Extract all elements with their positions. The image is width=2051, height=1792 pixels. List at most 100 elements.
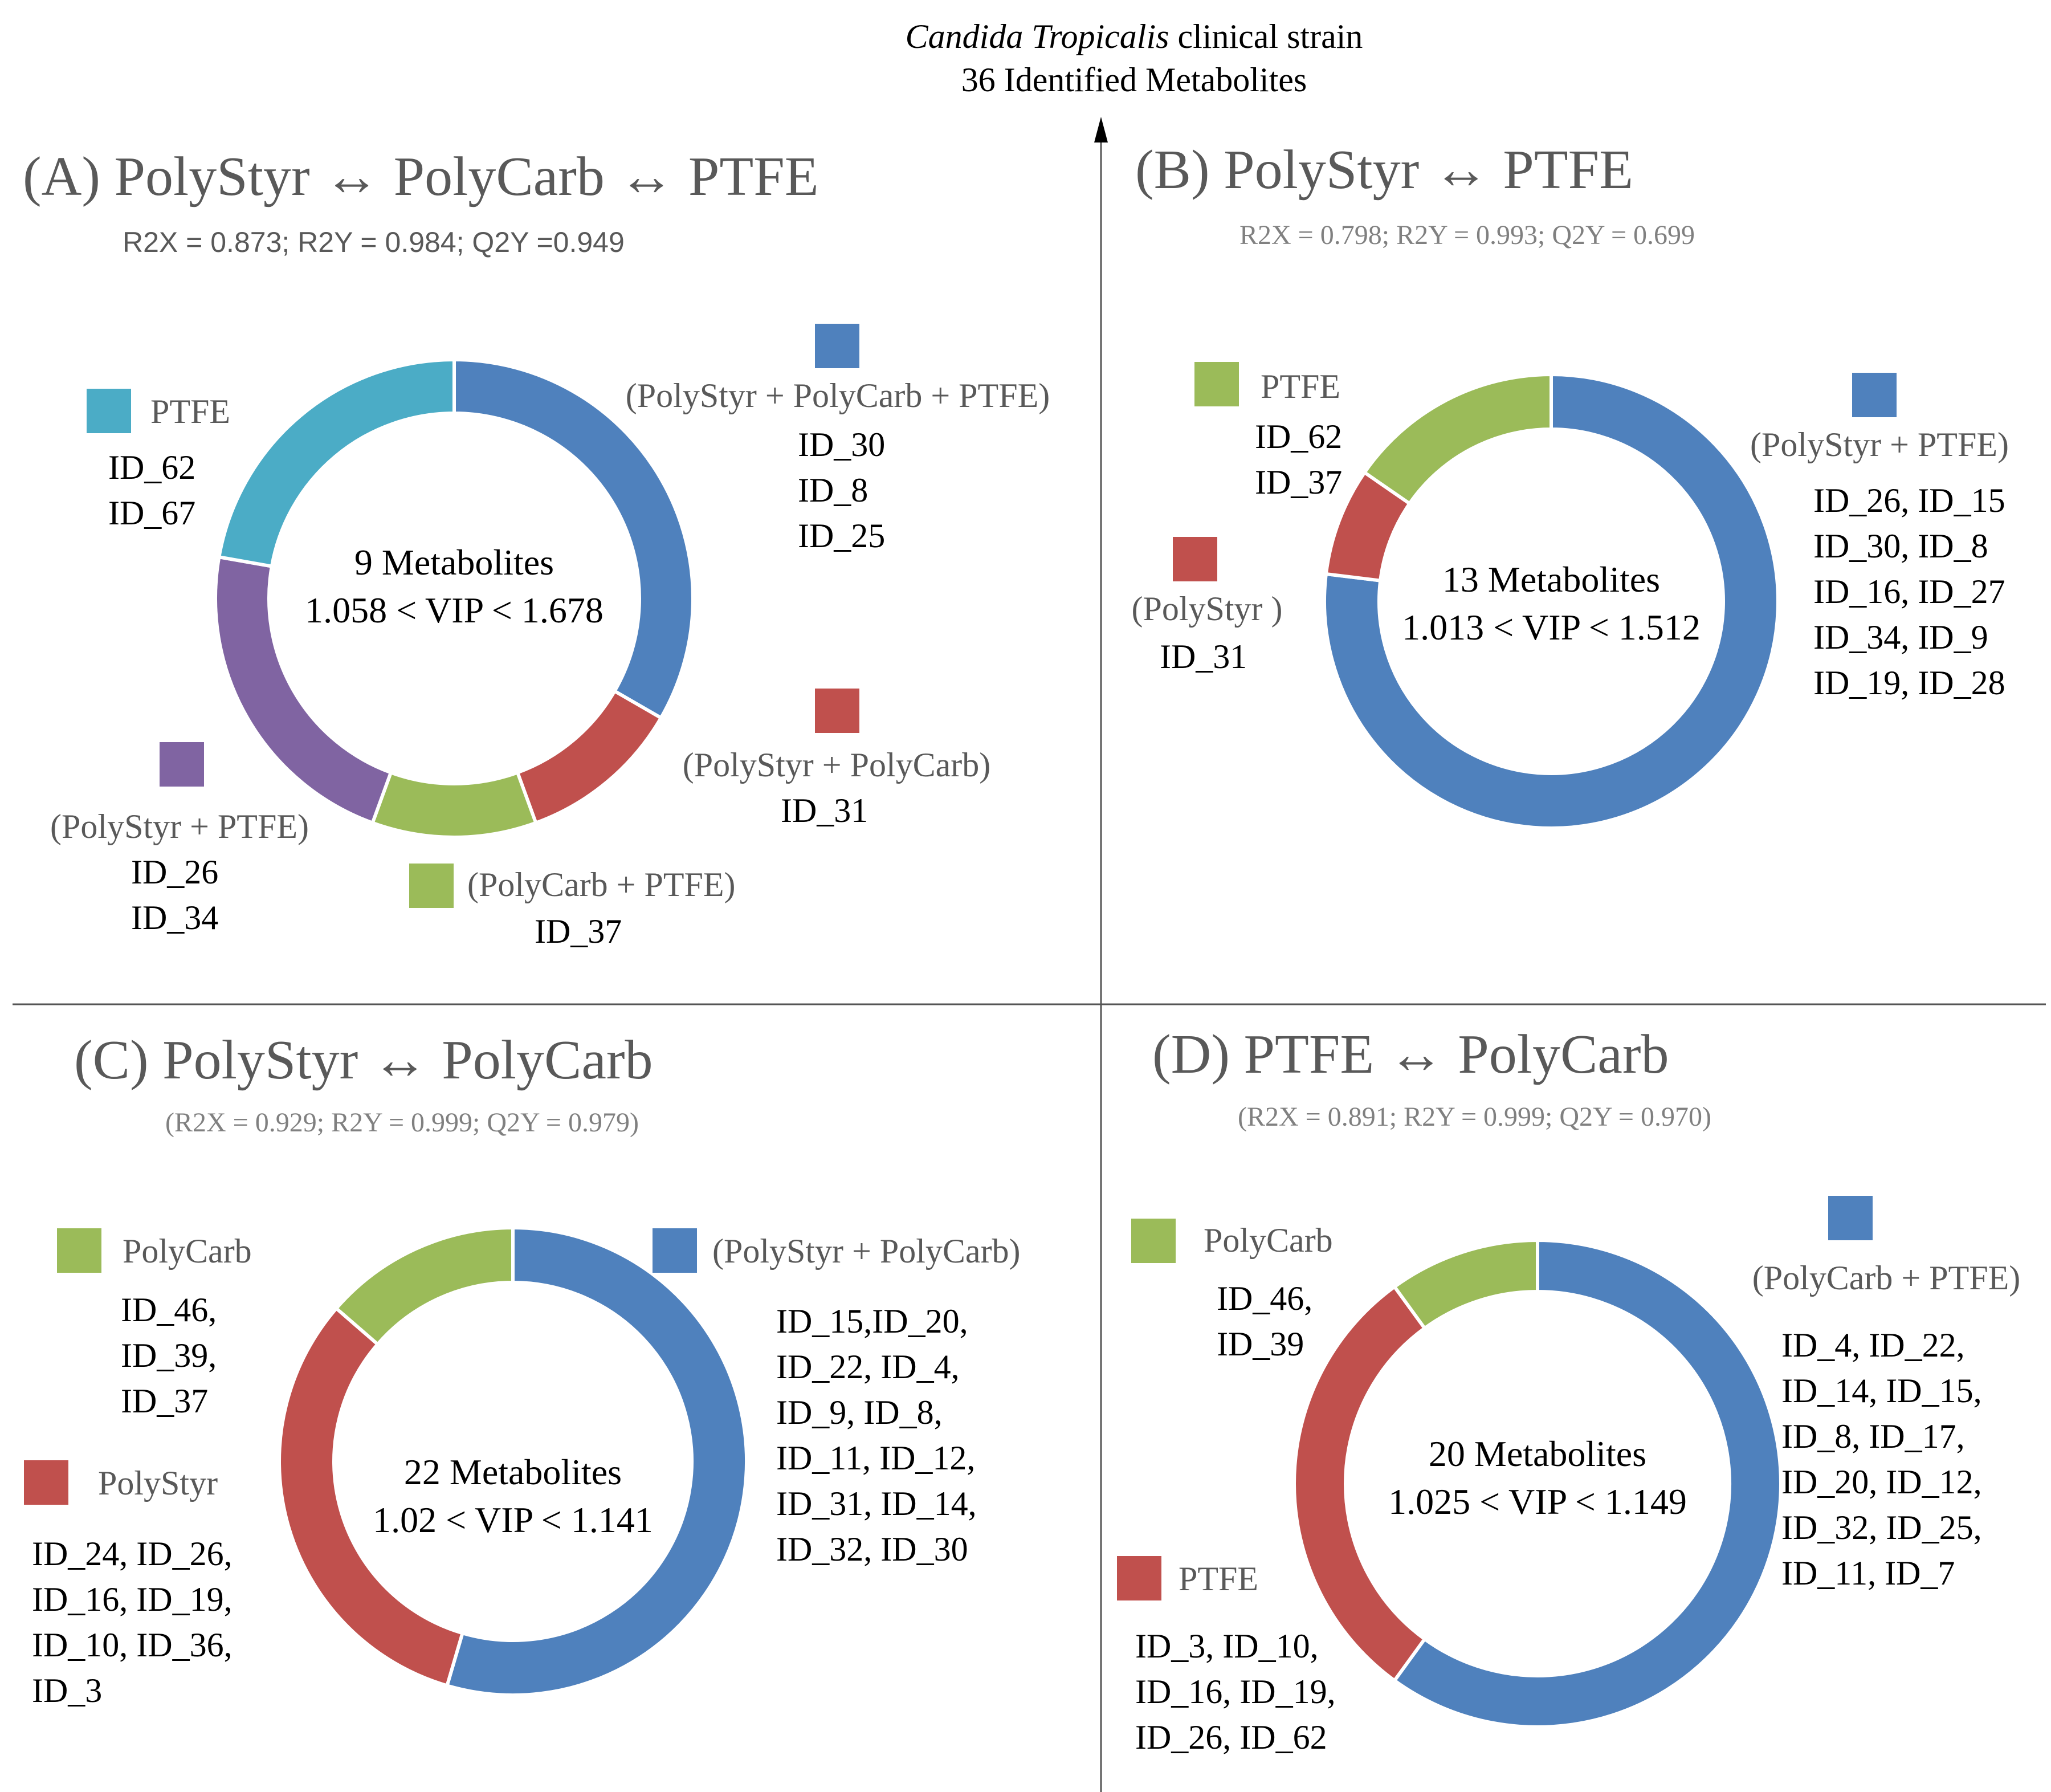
legend-label: PolyCarb [123,1232,252,1270]
legend-a-polycarb-ptfe: (PolyCarb + PTFE) ID_37 [409,864,736,950]
legend-a-polystyr-polycarb-ptfe: (PolyStyr + PolyCarb + PTFE) ID_30 ID_8 … [626,324,1050,555]
panel-a-title: (A) PolyStyr ↔ PolyCarb ↔ PTFE [23,146,819,207]
panel-b-stats: R2X = 0.798; R2Y = 0.993; Q2Y = 0.699 [1239,220,1695,250]
legend-item: ID_14, ID_15, [1781,1372,1982,1410]
legend-item: ID_15,ID_20, [776,1302,968,1340]
legend-item: ID_25 [798,517,885,555]
legend-item: ID_34, ID_9 [1813,618,1988,656]
panel-d-center-vip: 1.025 < VIP < 1.149 [1388,1481,1687,1522]
panel-b-donut [1323,372,1780,830]
organism-name: Candida Tropicalis [906,18,1169,55]
legend-a-polystyr-polycarb: (PolyStyr + PolyCarb) ID_31 [683,689,991,829]
legend-item: ID_24, ID_26, [32,1535,233,1573]
legend-swatch-teal [87,389,131,433]
legend-item: ID_10, ID_36, [32,1626,233,1664]
legend-item: ID_30 [798,426,885,463]
donut-slice-ptfe [1292,1284,1428,1683]
legend-c-polycarb: PolyCarb ID_46, ID_39, ID_37 [57,1228,252,1420]
legend-item: ID_32, ID_25, [1781,1509,1982,1546]
legend-item: ID_11, ID_7 [1781,1554,1955,1592]
legend-item: ID_4, ID_22, [1781,1326,1965,1364]
legend-label: PTFE [150,393,230,430]
legend-b-polystyr-ptfe: (PolyStyr + PTFE) ID_26, ID_15 ID_30, ID… [1750,373,2009,702]
legend-label: (PolyStyr + PolyCarb) [712,1232,1021,1270]
legend-swatch-red [24,1460,68,1505]
legend-item: ID_16, ID_19, [1135,1673,1336,1710]
legend-b-polystyr: (PolyStyr ) ID_31 [1131,537,1283,675]
panel-c-stats: (R2X = 0.929; R2Y = 0.999; Q2Y = 0.979) [165,1107,639,1138]
legend-swatch-green [1194,362,1239,406]
figure-title-line1: Candida Tropicalis clinical strain [906,18,1363,55]
legend-label: (PolyStyr ) [1131,590,1282,628]
legend-item: ID_26, ID_62 [1135,1718,1327,1756]
panel-c-center-vip: 1.02 < VIP < 1.141 [373,1500,653,1540]
legend-item: ID_31 [781,792,868,829]
panel-d-donut [1292,1238,1783,1729]
legend-item: ID_46, [121,1291,217,1329]
legend-item: ID_46, [1217,1280,1312,1317]
legend-swatch-red [1117,1556,1161,1600]
legend-item: ID_9, ID_8, [776,1394,943,1431]
legend-b-ptfe: PTFE ID_62 ID_37 [1194,362,1342,501]
legend-item: ID_3, ID_10, [1135,1627,1319,1665]
donut-slice-polystyr-polycarb [445,1225,748,1697]
donut-slice-polystyr-polycarb [515,689,663,825]
legend-item: ID_16, ID_27 [1813,573,2005,610]
panel-a-center-count: 9 Metabolites [354,542,554,583]
legend-item: ID_67 [108,494,195,532]
legend-item: ID_19, ID_28 [1813,664,2005,702]
panel-c-center-count: 22 Metabolites [404,1452,622,1492]
legend-d-ptfe: PTFE ID_3, ID_10, ID_16, ID_19, ID_26, I… [1117,1556,1336,1756]
panel-b-center-count: 13 Metabolites [1442,559,1660,600]
panel-a-center-vip: 1.058 < VIP < 1.678 [305,590,604,630]
legend-item: ID_8, ID_17, [1781,1418,1965,1455]
legend-swatch-green [1131,1219,1176,1263]
legend-item: ID_37 [1255,463,1342,501]
legend-label: (PolyStyr + PTFE) [50,808,309,845]
axis-arrowhead [1094,117,1108,142]
legend-swatch-green [409,864,454,908]
legend-label: (PolyCarb + PTFE) [1752,1259,2021,1297]
legend-item: ID_32, ID_30 [776,1530,968,1568]
legend-label: PolyStyr [98,1464,218,1502]
legend-label: (PolyCarb + PTFE) [467,866,736,903]
donut-slice-ptfe [217,357,456,569]
legend-swatch-blue [1828,1196,1873,1240]
panel-c-title: (C) PolyStyr ↔ PolyCarb [74,1029,653,1091]
legend-c-polystyr-polycarb: (PolyStyr + PolyCarb) ID_15,ID_20, ID_22… [653,1228,1021,1568]
legend-item: ID_22, ID_4, [776,1348,960,1386]
legend-label: PTFE [1261,368,1340,405]
legend-label: PolyCarb [1204,1221,1333,1259]
donut-slice-polystyr-polycarb-ptfe [452,357,695,720]
legend-label: (PolyStyr + PolyCarb) [683,746,991,784]
legend-item: ID_30, ID_8 [1813,527,1988,565]
panel-c-donut [278,1225,748,1697]
panel-a: (A) PolyStyr ↔ PolyCarb ↔ PTFE R2X = 0.8… [23,146,1050,950]
panel-a-stats: R2X = 0.873; R2Y = 0.984; Q2Y =0.949 [123,226,625,258]
legend-item: ID_39 [1217,1325,1304,1363]
donut-slice-ptfe [1362,372,1553,506]
donut-slice-polycarb [333,1225,515,1347]
panel-d: (D) PTFE ↔ PolyCarb (R2X = 0.891; R2Y = … [1117,1024,2020,1756]
legend-swatch-red [1173,537,1217,581]
panel-b-center-vip: 1.013 < VIP < 1.512 [1402,607,1701,647]
legend-item: ID_39, [121,1337,217,1374]
legend-item: ID_20, ID_12, [1781,1463,1982,1501]
legend-swatch-blue [653,1228,697,1273]
legend-swatch-green [57,1228,101,1273]
legend-swatch-blue [815,324,859,368]
panel-c: (C) PolyStyr ↔ PolyCarb (R2X = 0.929; R2… [24,1029,1021,1709]
figure-title-line2: 36 Identified Metabolites [961,61,1307,99]
panel-d-center-count: 20 Metabolites [1429,1433,1646,1474]
legend-item: ID_3 [32,1672,102,1709]
panel-b: (B) PolyStyr ↔ PTFE R2X = 0.798; R2Y = 0… [1131,139,2009,830]
legend-swatch-red [815,689,859,733]
legend-item: ID_26 [131,853,218,891]
panel-a-donut [214,357,695,839]
legend-a-ptfe: PTFE ID_62 ID_67 [87,389,230,532]
legend-item: ID_16, ID_19, [32,1581,233,1618]
legend-item: ID_8 [798,471,868,509]
panel-d-title: (D) PTFE ↔ PolyCarb [1152,1024,1669,1085]
legend-label: (PolyStyr + PTFE) [1750,426,2009,463]
